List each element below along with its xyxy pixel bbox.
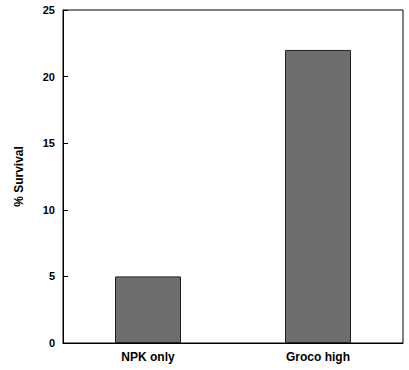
svg-text:5: 5 [49,270,55,282]
svg-text:Groco high: Groco high [286,350,350,364]
svg-text:20: 20 [43,71,55,83]
svg-text:NPK only: NPK only [121,350,175,364]
svg-text:% Survival: % Survival [12,146,26,207]
svg-text:0: 0 [49,337,55,349]
svg-text:10: 10 [43,204,55,216]
svg-text:25: 25 [43,4,55,16]
svg-text:15: 15 [43,137,55,149]
